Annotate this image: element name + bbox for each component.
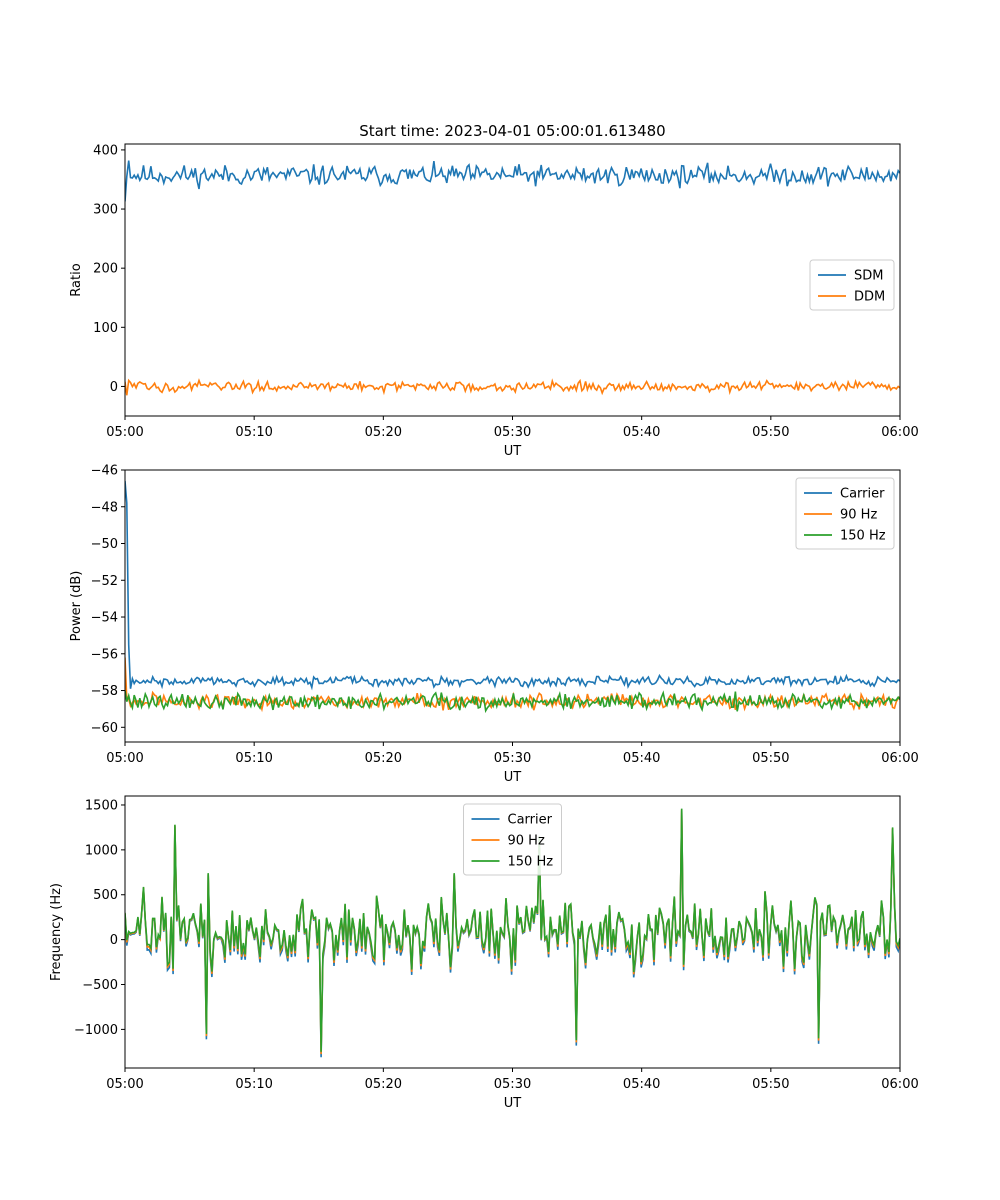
x-tick-label: 05:30: [494, 425, 531, 440]
x-tick-label: 05:50: [752, 425, 789, 440]
y-tick-label: 500: [93, 888, 118, 903]
legend: SDM DDM: [809, 259, 895, 311]
x-tick-label: 05:30: [494, 1077, 531, 1092]
x-tick-label: 05:40: [623, 425, 660, 440]
x-tick-label: 05:40: [623, 1077, 660, 1092]
plot-area: [125, 144, 900, 416]
x-tick-label: 05:20: [365, 425, 402, 440]
x-tick-label: 05:10: [235, 425, 272, 440]
x-tick-label: 05:00: [106, 425, 143, 440]
series-line-ddm: [125, 378, 900, 396]
legend-entry-150-hz: 150 Hz: [840, 529, 886, 544]
legend-box: [463, 803, 562, 876]
legend-entry-ddm: DDM: [854, 290, 885, 305]
x-axis-label: UT: [504, 1096, 522, 1111]
x-tick-label: 05:30: [494, 751, 531, 766]
chart-panel-2: 05:00 05:10 05:20 05:30 05:40 05:50 06:00 −46 −4…: [69, 464, 919, 786]
x-axis-label: UT: [504, 444, 522, 459]
y-tick-label: 0: [110, 380, 118, 395]
x-tick-label: 06:00: [881, 425, 918, 440]
legend-entry-90-hz: 90 Hz: [840, 508, 877, 523]
series-line-sdm: [125, 160, 900, 202]
x-tick-label: 05:20: [365, 751, 402, 766]
y-tick-label: 1500: [85, 798, 118, 813]
x-tick-label: 05:00: [106, 751, 143, 766]
chart-panel-3: 05:00 05:10 05:20 05:30 05:40 05:50 06:00 −1000…: [49, 795, 919, 1111]
series-line-150-hz: [125, 808, 900, 1052]
x-tick-label: 05:00: [106, 1077, 143, 1092]
y-axis-label: Ratio: [69, 263, 84, 296]
y-tick-label: 100: [93, 321, 118, 336]
y-tick-label: 200: [93, 262, 118, 277]
y-tick-label: −52: [91, 574, 118, 589]
y-tick-label: −500: [82, 978, 118, 993]
legend-entry-150-hz: 150 Hz: [508, 855, 554, 870]
series-line-150-hz: [125, 690, 900, 714]
y-axis-label: Frequency (Hz): [49, 883, 64, 981]
y-tick-label: −56: [91, 647, 118, 662]
legend-entry-sdm: SDM: [854, 269, 883, 284]
y-tick-label: −54: [91, 611, 118, 626]
x-tick-label: 05:20: [365, 1077, 402, 1092]
y-tick-label: 1000: [85, 843, 118, 858]
y-tick-label: 400: [93, 143, 118, 158]
legend: Carrier 90 Hz 150 Hz: [795, 477, 895, 550]
x-tick-label: 05:50: [752, 1077, 789, 1092]
legend: Carrier 90 Hz 150 Hz: [463, 803, 562, 876]
x-tick-label: 06:00: [881, 751, 918, 766]
x-axis-label: UT: [504, 770, 522, 785]
x-tick-label: 05:10: [235, 1077, 272, 1092]
legend-box: [809, 259, 895, 311]
legend-entry-90-hz: 90 Hz: [508, 834, 545, 849]
x-tick-label: 05:40: [623, 751, 660, 766]
y-tick-label: −60: [91, 721, 118, 736]
x-tick-label: 06:00: [881, 1077, 918, 1092]
y-tick-label: −48: [91, 500, 118, 515]
y-tick-label: −50: [91, 537, 118, 552]
legend-entry-carrier: Carrier: [840, 487, 885, 502]
y-tick-label: 300: [93, 203, 118, 218]
x-tick-label: 05:50: [752, 751, 789, 766]
y-axis-label: Power (dB): [69, 571, 84, 642]
legend-entry-carrier: Carrier: [508, 813, 553, 828]
series-line-carrier: [125, 480, 900, 691]
y-tick-label: −58: [91, 684, 118, 699]
y-tick-label: −1000: [74, 1023, 118, 1038]
legend-box: [795, 477, 895, 550]
chart-panel-1: 05:00 05:10 05:20 05:30 05:40 05:50 06:00 0 100 2…: [69, 143, 919, 459]
y-tick-label: −46: [91, 464, 118, 479]
x-tick-label: 05:10: [235, 751, 272, 766]
figure-title: Start time: 2023-04-01 05:00:01.613480: [359, 122, 665, 140]
y-tick-label: 0: [110, 933, 118, 948]
